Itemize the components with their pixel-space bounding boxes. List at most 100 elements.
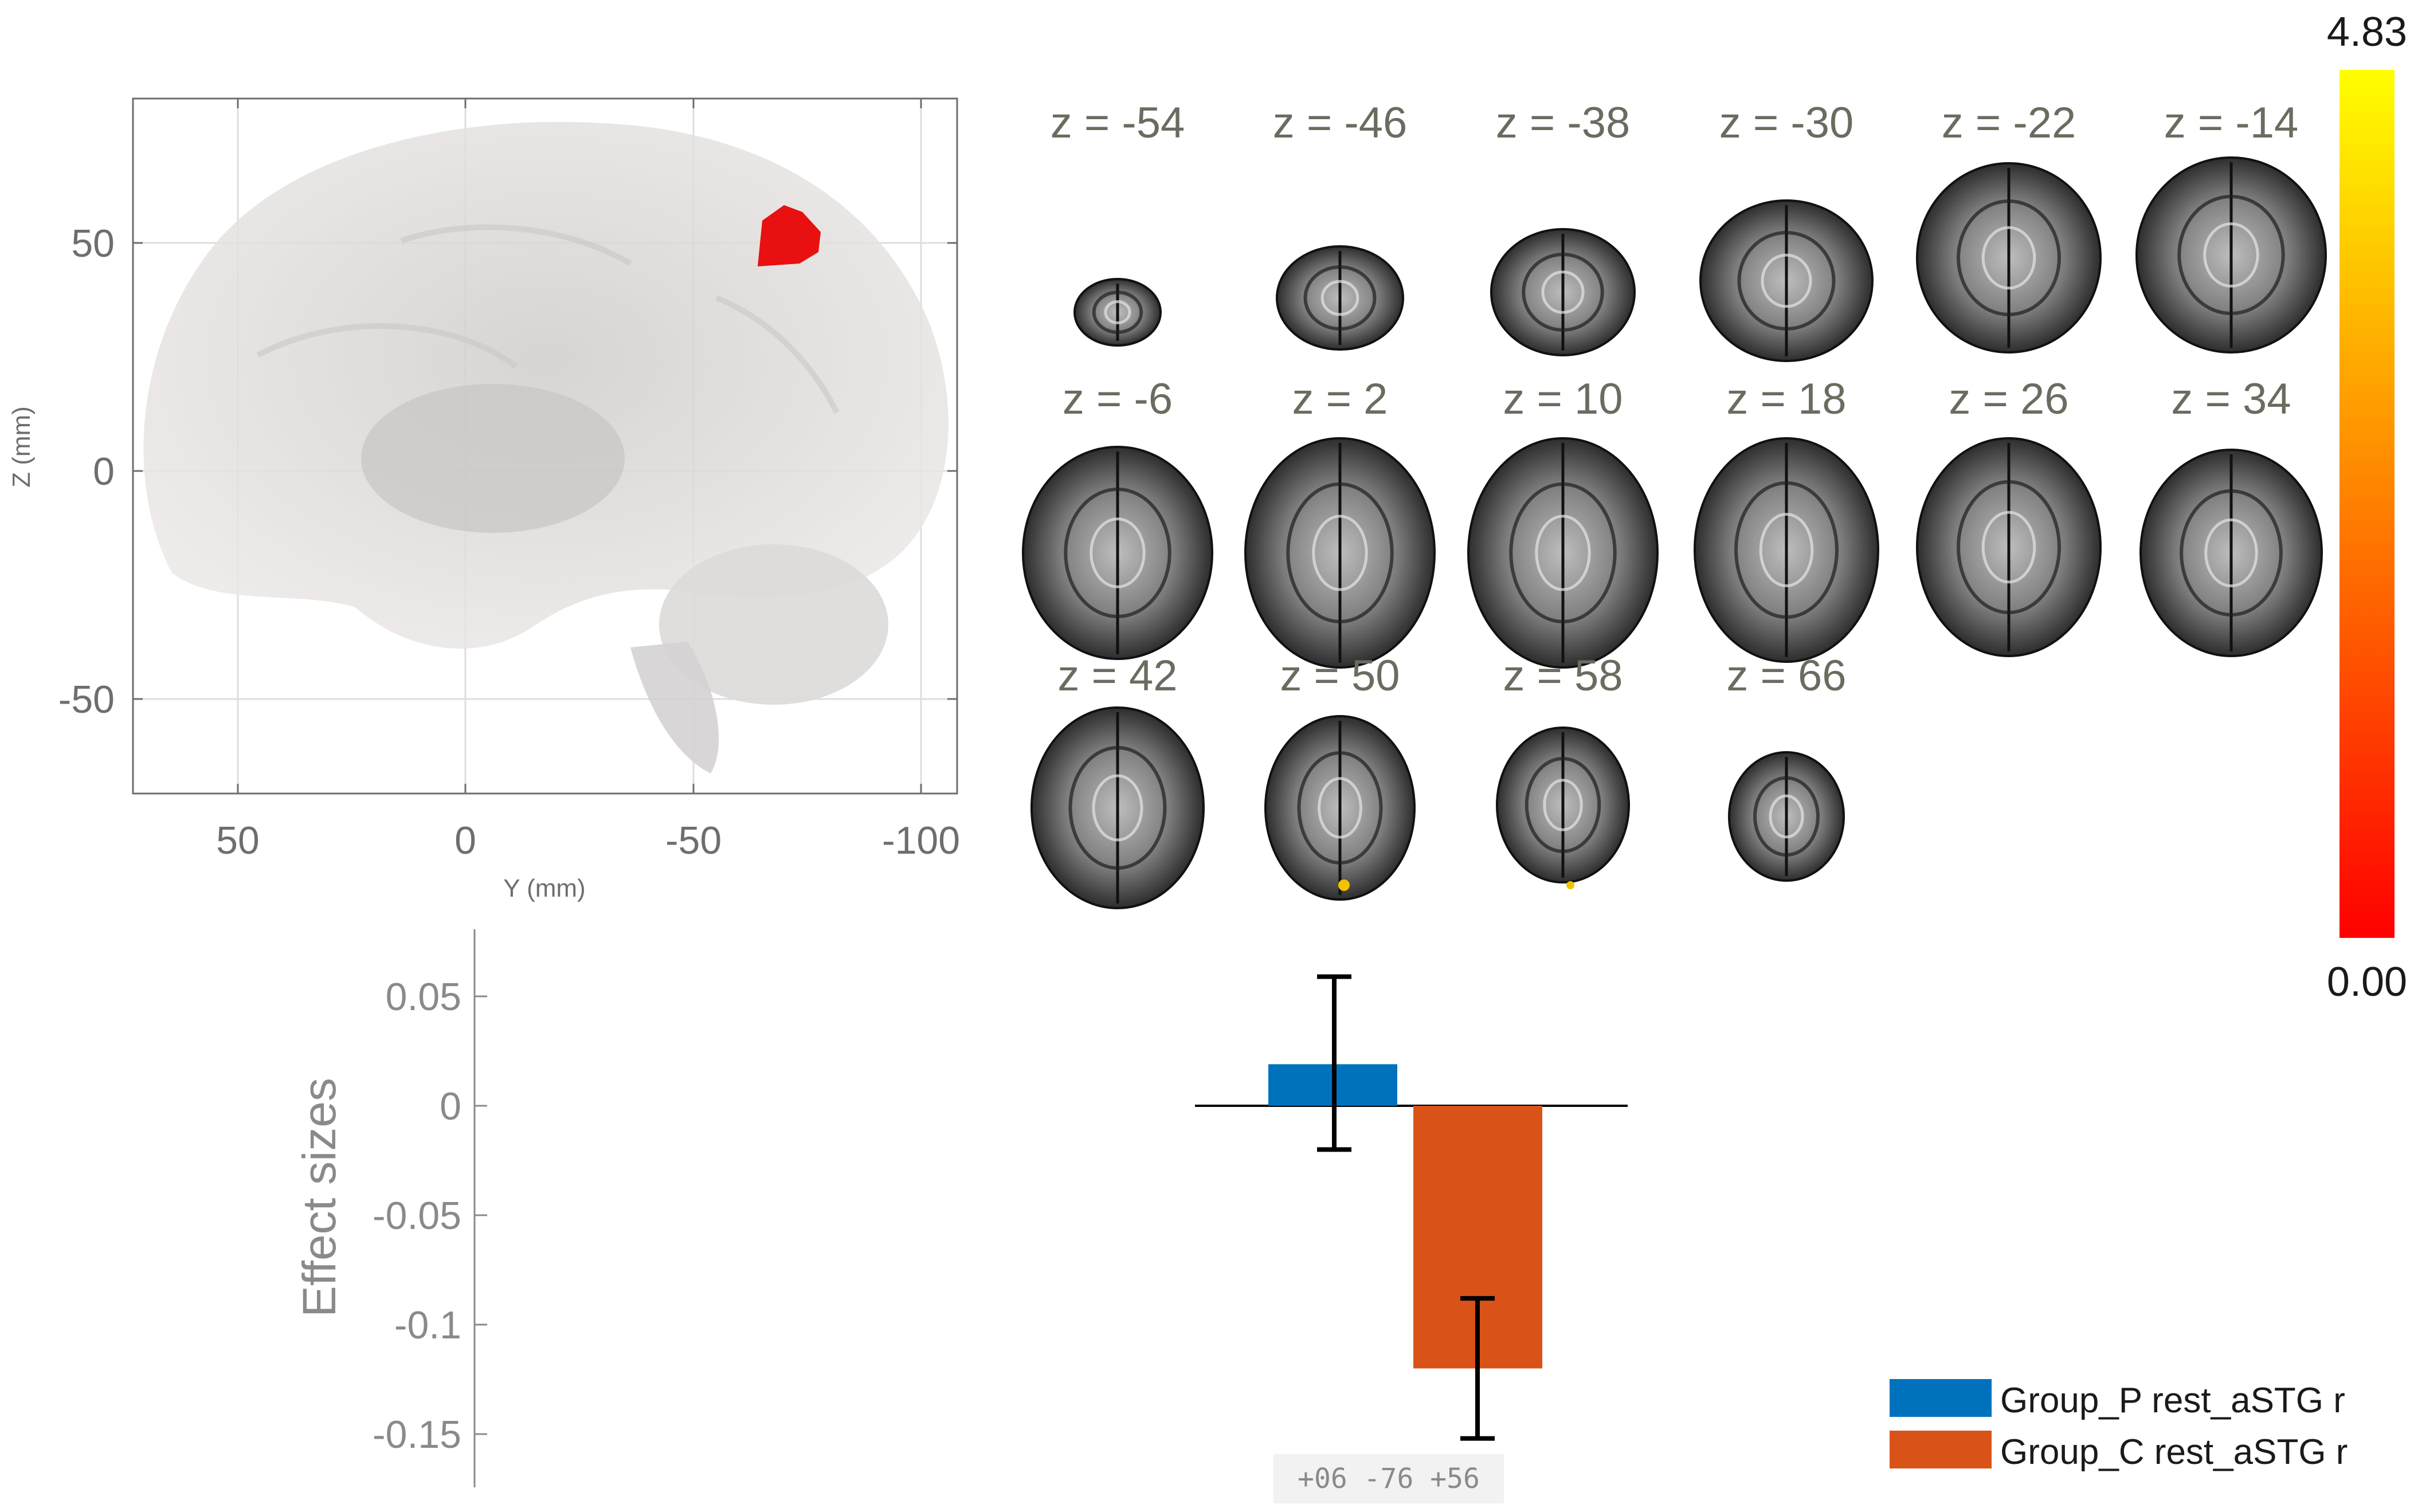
axial-slice bbox=[2135, 156, 2327, 354]
slice-sulci bbox=[1064, 488, 1171, 618]
y-tick-label: -0.15 bbox=[373, 1413, 461, 1456]
slice-label: z = -6 bbox=[1063, 375, 1173, 423]
sagittal-ticks bbox=[133, 99, 957, 794]
slice-montage: z = -54 z = -46 z = -38 z = -30 z = -22 z = -… bbox=[1022, 99, 2327, 909]
slice-sulci bbox=[1509, 482, 1617, 623]
axial-slice bbox=[1467, 437, 1659, 669]
slice-label: z = -14 bbox=[2164, 99, 2298, 147]
slice-sulci bbox=[2177, 195, 2285, 315]
slice-label: z = 34 bbox=[2171, 375, 2291, 423]
slice-sulci bbox=[2180, 489, 2283, 616]
axial-slice bbox=[1490, 228, 1636, 356]
axial-slice bbox=[1073, 278, 1162, 347]
slice-white-matter bbox=[1312, 515, 1368, 591]
sagittal-xtick-0: 50 bbox=[216, 819, 260, 862]
sagittal-axes-box bbox=[132, 97, 958, 795]
slice-label: z = 2 bbox=[1292, 375, 1388, 423]
sagittal-xtick-3: -100 bbox=[882, 819, 960, 862]
axial-slice bbox=[1694, 437, 1879, 663]
slice-white-matter bbox=[1769, 794, 1804, 839]
slice-label: z = 58 bbox=[1503, 651, 1623, 700]
brain-sagittal-shape bbox=[143, 121, 949, 773]
activation-spot bbox=[1338, 879, 1350, 891]
colorbar-max-label: 4.83 bbox=[2327, 9, 2407, 55]
activation-spot bbox=[1566, 881, 1574, 889]
slice-label: z = 50 bbox=[1280, 651, 1400, 700]
axial-slice bbox=[1916, 162, 2102, 354]
effect-size-chart: 0.05 0 -0.05 -0.1 -0.15 Effect sizes +06 -76… bbox=[293, 929, 1628, 1503]
axial-slice bbox=[1916, 437, 2102, 657]
slice-label: z = -46 bbox=[1273, 99, 1407, 147]
sagittal-panel: 50 0 -50 -100 50 0 -50 Y (mm) Z (mm) bbox=[7, 97, 960, 902]
slice-white-matter bbox=[2204, 518, 2258, 588]
slice-white-matter bbox=[1535, 515, 1591, 591]
axial-slice bbox=[1496, 726, 1630, 883]
slice-sulci bbox=[1522, 253, 1604, 332]
slice-label: z = 18 bbox=[1726, 375, 1846, 423]
slice-white-matter bbox=[1759, 513, 1814, 587]
slice-label: z = 66 bbox=[1726, 651, 1846, 700]
colorbar-gradient bbox=[2339, 70, 2395, 938]
slice-sulci bbox=[1957, 199, 2061, 316]
coordinate-label-box bbox=[1273, 1454, 1504, 1503]
slice-white-matter bbox=[1761, 253, 1812, 308]
slice-sulci bbox=[1068, 746, 1167, 870]
legend-label: Group_P rest_aSTG r bbox=[2000, 1381, 2345, 1420]
axial-slice bbox=[1022, 446, 1213, 660]
sagittal-ylabel: Z (mm) bbox=[7, 406, 36, 488]
slice-label: z = -22 bbox=[1942, 99, 2076, 147]
sagittal-xtick-2: -50 bbox=[665, 819, 722, 862]
y-tick-label: 0.05 bbox=[386, 975, 461, 1019]
legend: Group_P rest_aSTG r Group_C rest_aSTG r bbox=[1890, 1379, 2348, 1472]
slice-sulci bbox=[1525, 757, 1601, 853]
slice-white-matter bbox=[1981, 510, 2036, 584]
axial-slice bbox=[1728, 751, 1845, 882]
slice-white-matter bbox=[1104, 300, 1131, 325]
slice-sulci bbox=[1286, 482, 1394, 623]
legend-label: Group_C rest_aSTG r bbox=[2000, 1432, 2348, 1472]
slice-white-matter bbox=[1543, 779, 1583, 831]
slice-label: z = 42 bbox=[1057, 651, 1177, 700]
y-tick-label: -0.05 bbox=[373, 1194, 461, 1238]
legend-swatch bbox=[1890, 1379, 1992, 1417]
sagittal-ytick-1: 0 bbox=[93, 450, 115, 493]
slice-white-matter bbox=[1092, 774, 1143, 842]
activation-cluster bbox=[758, 205, 821, 266]
slice-label: z = 10 bbox=[1503, 375, 1623, 423]
slice-white-matter bbox=[1318, 777, 1362, 839]
bars bbox=[1268, 974, 1542, 1441]
sagittal-ytick-2: -50 bbox=[58, 678, 115, 721]
slice-label: z = -54 bbox=[1051, 99, 1185, 147]
y-tick-label: -0.1 bbox=[394, 1303, 461, 1347]
slice-label: z = -38 bbox=[1496, 99, 1630, 147]
sagittal-xtick-1: 0 bbox=[454, 819, 476, 862]
slice-white-matter bbox=[1320, 280, 1359, 316]
slice-label: z = -30 bbox=[1719, 99, 1853, 147]
y-tick-label: 0 bbox=[440, 1085, 461, 1128]
slice-sulci bbox=[1734, 481, 1839, 619]
legend-swatch bbox=[1890, 1431, 1992, 1468]
y-ticks: 0.05 0 -0.05 -0.1 -0.15 bbox=[373, 975, 487, 1456]
slice-sulci bbox=[1753, 776, 1820, 857]
slice-sulci bbox=[1957, 480, 2061, 614]
y-axis-label: Effect sizes bbox=[293, 1078, 346, 1317]
coordinate-label: +06 -76 +56 bbox=[1298, 1463, 1480, 1495]
axial-slice bbox=[1030, 706, 1205, 909]
slice-white-matter bbox=[2203, 222, 2259, 288]
colorbar-min-label: 0.00 bbox=[2327, 959, 2407, 1005]
colorbar: 4.83 0.00 bbox=[2327, 9, 2407, 1005]
sagittal-xlabel: Y (mm) bbox=[503, 874, 585, 902]
axial-slice bbox=[2139, 449, 2323, 657]
axial-slice bbox=[1699, 199, 1874, 362]
axial-slice bbox=[1264, 715, 1416, 901]
slice-white-matter bbox=[1090, 517, 1146, 588]
slice-sulci bbox=[1303, 265, 1377, 331]
axial-slice bbox=[1276, 245, 1404, 351]
slice-white-matter bbox=[1981, 226, 2036, 290]
slice-sulci bbox=[1297, 751, 1383, 865]
sagittal-ytick-0: 50 bbox=[71, 222, 115, 265]
slice-white-matter bbox=[1541, 270, 1585, 314]
slice-label: z = 26 bbox=[1949, 375, 2068, 423]
